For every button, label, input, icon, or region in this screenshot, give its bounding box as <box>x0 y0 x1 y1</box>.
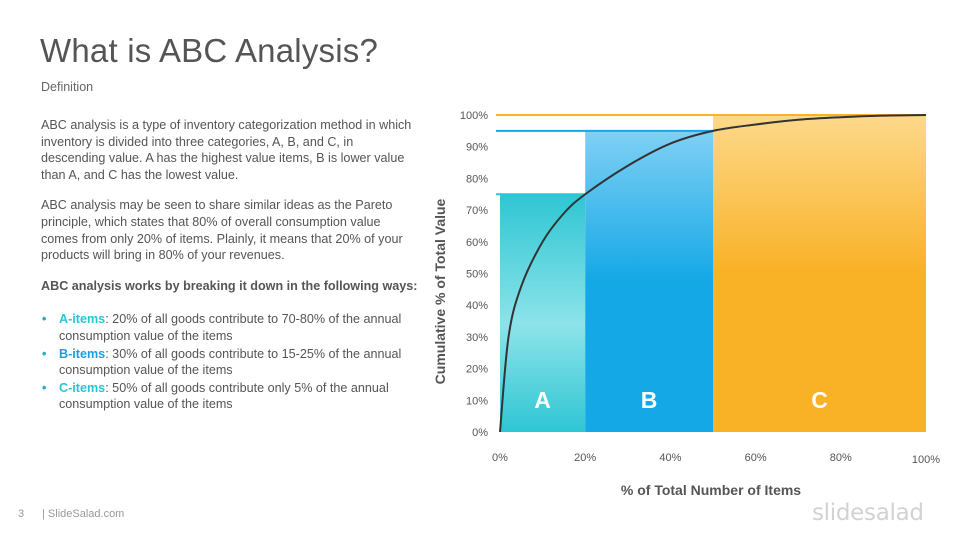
x-tick-label: 60% <box>745 452 767 464</box>
y-tick-label: 100% <box>460 110 488 122</box>
definition-text: ABC analysis is a type of inventory cate… <box>41 117 419 414</box>
slide-title: What is ABC Analysis? <box>40 32 379 69</box>
y-tick-label: 70% <box>466 205 488 217</box>
y-tick-label: 40% <box>466 300 488 312</box>
list-item-a: • A-items: 20% of all goods contribute to… <box>41 311 419 344</box>
y-tick-label: 60% <box>466 237 488 249</box>
paragraph-ways-heading: ABC analysis works by breaking it down i… <box>41 278 418 293</box>
y-tick-label: 80% <box>466 173 488 185</box>
c-items-label: C-items <box>59 380 106 395</box>
list-item-c: • C-items: 50% of all goods contribute on… <box>41 380 419 413</box>
page-number: 3 <box>18 508 25 520</box>
region-a-label: A <box>534 387 551 413</box>
y-tick-label: 20% <box>466 364 488 376</box>
region-a-bar <box>500 194 586 432</box>
region-c-label: C <box>811 387 828 413</box>
a-items-label: A-items <box>59 312 106 327</box>
slide-subtitle: Definition <box>41 80 94 94</box>
x-tick-label: 0% <box>492 452 508 464</box>
y-tick-label: 0% <box>472 427 488 439</box>
x-tick-label: 20% <box>574 452 596 464</box>
x-tick-label: 40% <box>659 452 681 464</box>
y-tick-label: 90% <box>466 142 488 154</box>
footer-site-link: | SlideSalad.com <box>42 508 125 520</box>
y-axis-title: Cumulative % of Total Value <box>432 198 448 384</box>
a-items-text: : 20% of all goods contribute to 70-80% … <box>59 312 402 343</box>
x-axis-title: % of Total Number of Items <box>621 482 801 498</box>
abc-pareto-chart: 0% 10% 20% 30% 40% 50% 60% 70% 80% 90% 100% 0% 20% 4… <box>432 110 940 498</box>
y-tick-label: 50% <box>466 269 488 281</box>
region-b-label: B <box>641 387 658 413</box>
region-b-bar <box>585 130 713 432</box>
cumulative-value-curve <box>499 114 927 433</box>
y-tick-label: 30% <box>466 332 488 344</box>
list-item-b: • B-items: 30% of all goods contribute to… <box>41 346 419 379</box>
bullet-icon: • <box>42 312 47 327</box>
category-list: • A-items: 20% of all goods contribute to… <box>41 311 419 413</box>
b-items-text: : 30% of all goods contribute to 15-25% … <box>59 346 402 378</box>
y-tick-label: 10% <box>466 395 488 407</box>
bullet-icon: • <box>42 346 47 361</box>
slidesalad-logo: slidesalad <box>812 500 924 526</box>
paragraph-definition: ABC analysis is a type of inventory cate… <box>41 118 412 182</box>
paragraph-pareto: ABC analysis may be seen to share simila… <box>41 198 403 263</box>
x-tick-label: 80% <box>830 452 852 464</box>
b-items-label: B-items <box>59 346 106 361</box>
x-tick-label: 100% <box>912 454 940 466</box>
region-c-bar <box>713 115 926 432</box>
bullet-icon: • <box>42 380 47 395</box>
c-items-text: : 50% of all goods contribute only 5% of… <box>59 380 389 412</box>
